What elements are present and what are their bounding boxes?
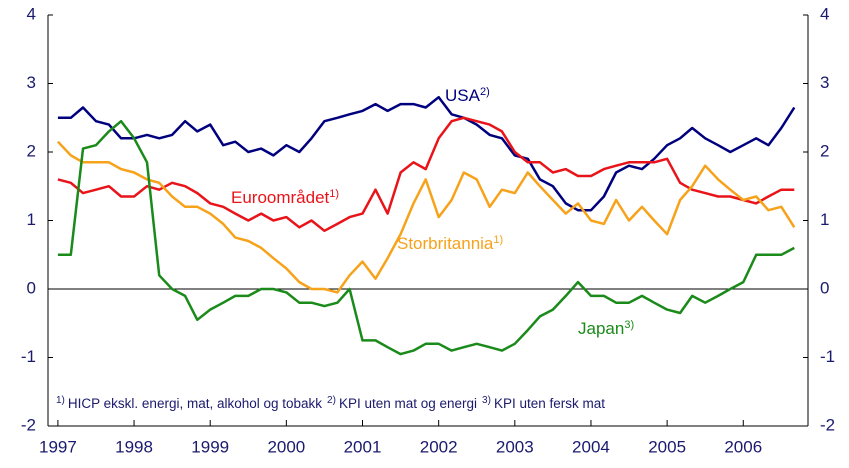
y-tick-label: 1 (27, 210, 36, 229)
y-tick-label: 0 (27, 278, 36, 297)
series-note: 2) (480, 86, 490, 98)
x-tick-label: 2002 (420, 437, 458, 456)
y-tick-label: 3 (27, 73, 36, 92)
series-label: Euroområdet1) (231, 188, 339, 208)
series-line (57, 95, 796, 212)
series-line (56, 140, 796, 294)
y2-tick-label: 0 (820, 278, 829, 297)
x-tick-label: 2004 (572, 437, 610, 456)
y2-tick-label: 1 (820, 210, 829, 229)
x-tick-label: 2003 (496, 437, 534, 456)
footnote-text: KPI uten mat og energi (339, 396, 477, 411)
footnote-text: HICP ekskl. energi, mat, alkohol og toba… (68, 396, 322, 411)
y2-tick-label: 2 (820, 141, 829, 160)
series-label: USA2) (445, 86, 490, 106)
series-name: Storbritannia (397, 234, 494, 253)
series-line (57, 119, 795, 356)
y-tick-label: 4 (27, 4, 36, 23)
series-label: Storbritannia1) (397, 234, 503, 254)
y-tick-label: -2 (21, 415, 36, 434)
series-name: Euroområdet (231, 188, 330, 207)
series-line (57, 116, 795, 233)
y-tick-label: 2 (27, 141, 36, 160)
series-note: 1) (329, 188, 339, 200)
x-tick-label: 2005 (648, 437, 686, 456)
footnote-text: KPI uten fersk mat (494, 396, 605, 411)
series-note: 3) (624, 319, 634, 331)
x-tick-label: 1999 (191, 437, 229, 456)
series-label: Japan3) (578, 319, 634, 339)
footnote-mark: 3) (482, 395, 491, 406)
y2-tick-label: -2 (820, 415, 835, 434)
x-tick-label: 1998 (115, 437, 153, 456)
x-tick-label: 1997 (39, 437, 77, 456)
footnote-mark: 2) (327, 395, 336, 406)
x-tick-label: 2006 (724, 437, 762, 456)
x-tick-label: 2000 (267, 437, 305, 456)
footnotes: 1) HICP ekskl. energi, mat, alkohol og to… (56, 395, 605, 411)
series-name: USA (445, 86, 481, 105)
y-tick-label: -1 (21, 347, 36, 366)
y2-tick-label: 4 (820, 4, 829, 23)
y2-tick-label: -1 (820, 347, 835, 366)
series-note: 1) (493, 234, 503, 246)
x-tick-label: 2001 (344, 437, 382, 456)
footnote-mark: 1) (56, 395, 65, 406)
series-name: Japan (578, 319, 624, 338)
y2-tick-label: 3 (820, 73, 829, 92)
